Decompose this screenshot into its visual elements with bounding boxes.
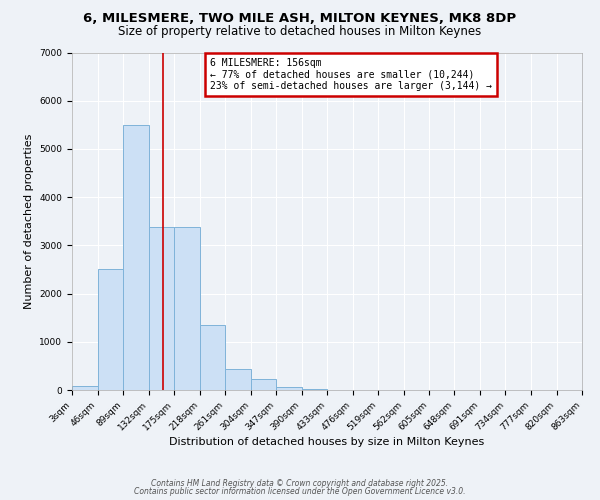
Bar: [225, 370, 251, 390]
Text: Contains HM Land Registry data © Crown copyright and database right 2025.: Contains HM Land Registry data © Crown c…: [151, 479, 449, 488]
Bar: [72, 386, 97, 390]
Text: Size of property relative to detached houses in Milton Keynes: Size of property relative to detached ho…: [118, 25, 482, 38]
Bar: [123, 125, 149, 390]
Text: 6 MILESMERE: 156sqm
← 77% of detached houses are smaller (10,244)
23% of semi-de: 6 MILESMERE: 156sqm ← 77% of detached ho…: [210, 58, 492, 91]
Bar: [302, 389, 327, 390]
Bar: [251, 380, 276, 390]
Y-axis label: Number of detached properties: Number of detached properties: [24, 134, 34, 309]
Text: 6, MILESMERE, TWO MILE ASH, MILTON KEYNES, MK8 8DP: 6, MILESMERE, TWO MILE ASH, MILTON KEYNE…: [83, 12, 517, 26]
Bar: [174, 227, 199, 390]
Bar: [276, 386, 302, 390]
Bar: [199, 325, 225, 390]
Text: Contains public sector information licensed under the Open Government Licence v3: Contains public sector information licen…: [134, 487, 466, 496]
X-axis label: Distribution of detached houses by size in Milton Keynes: Distribution of detached houses by size …: [169, 438, 485, 448]
Bar: [97, 270, 123, 390]
Bar: [149, 227, 174, 390]
